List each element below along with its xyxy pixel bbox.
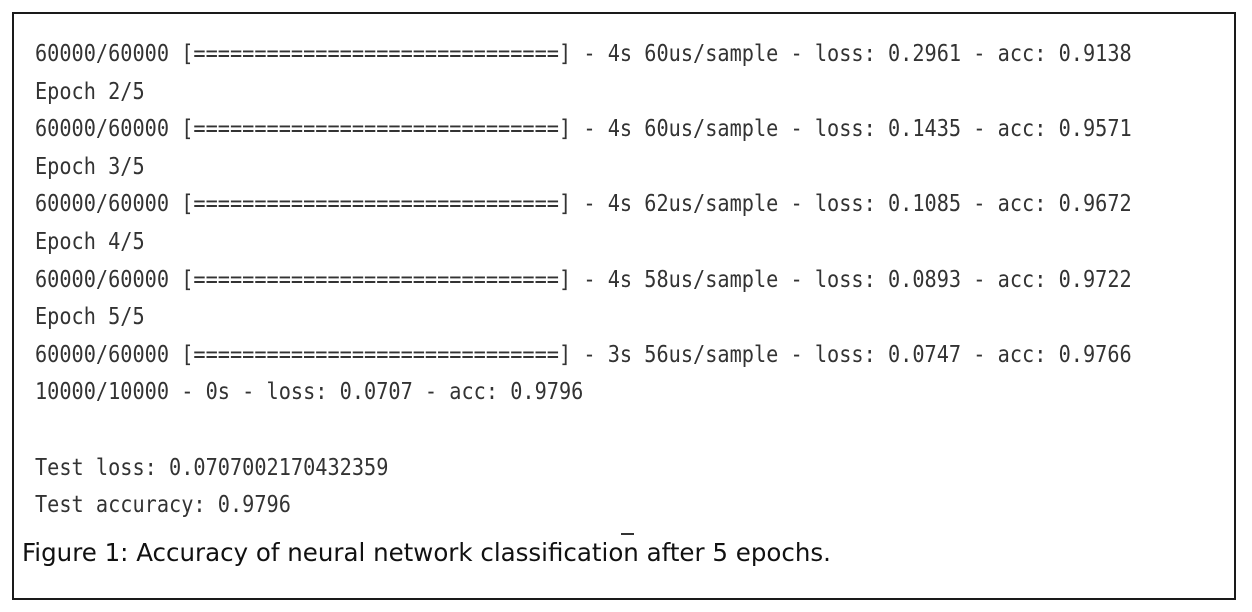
console-line: 60000/60000 [===========================… (35, 41, 1132, 67)
console-blank-line (35, 412, 1082, 450)
console-line: Epoch 5/5 (35, 304, 145, 331)
text-cursor (621, 533, 634, 535)
console-line: 10000/10000 - 0s - loss: 0.0707 - acc: 0… (35, 379, 584, 406)
console-line: Epoch 3/5 (35, 153, 145, 180)
console-output: 60000/60000 [===========================… (35, 36, 1132, 525)
console-line: Epoch 4/5 (35, 228, 145, 255)
console-line: 60000/60000 [===========================… (35, 266, 1132, 293)
console-line: 60000/60000 [===========================… (35, 191, 1132, 218)
console-line: Test loss: 0.0707002170432359 (35, 454, 389, 481)
figure-caption: Figure 1: Accuracy of neural network cla… (22, 538, 831, 567)
console-line: Epoch 2/5 (35, 78, 145, 105)
figure-frame: 60000/60000 [===========================… (12, 12, 1236, 600)
console-line: 60000/60000 [===========================… (35, 341, 1132, 368)
console-line: Test accuracy: 0.9796 (35, 492, 291, 519)
console-line: 60000/60000 [===========================… (35, 116, 1132, 143)
